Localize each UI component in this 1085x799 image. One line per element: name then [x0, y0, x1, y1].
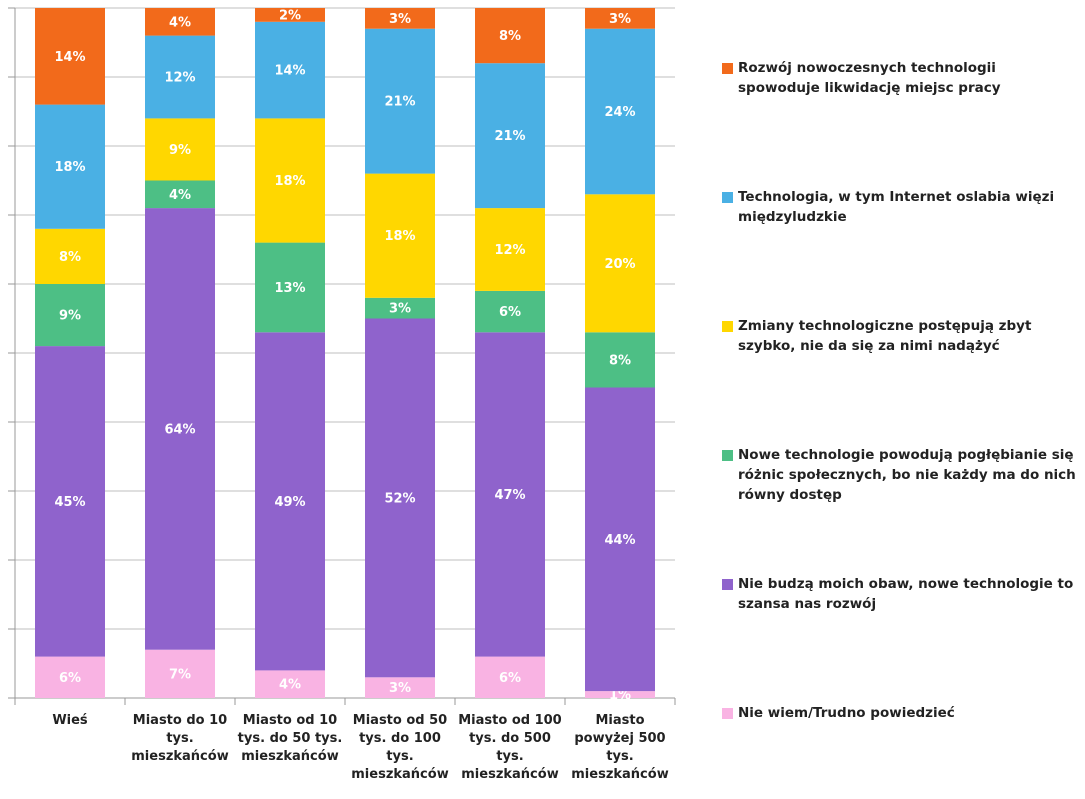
bar-segment	[35, 8, 105, 105]
value-label: 12%	[164, 71, 195, 86]
legend-label: Nowe technologie powodują pogłębianie si…	[738, 447, 1076, 503]
bar-segment	[365, 173, 435, 298]
bar-segment	[475, 656, 545, 698]
value-label: 6%	[59, 671, 81, 686]
bar-segment	[35, 656, 105, 698]
value-label: 47%	[494, 488, 525, 503]
legend-label: Technologia, w tym Internet oslabia więz…	[738, 189, 1055, 225]
x-tick-label: Miasto od 10 tys. do 50 tys. mieszkańców	[237, 713, 343, 764]
bar-segment	[35, 346, 105, 657]
value-label: 6%	[499, 305, 521, 320]
legend-item: Zmiany technologiczne postępują zbyt szy…	[722, 316, 1082, 356]
value-label: 3%	[389, 302, 411, 317]
value-label: 4%	[279, 678, 301, 693]
value-label: 6%	[499, 671, 521, 686]
bar-segment	[475, 332, 545, 657]
bar-segment	[145, 118, 215, 181]
bar-segment	[365, 318, 435, 678]
bar-segment	[145, 35, 215, 119]
bar-segment	[255, 670, 325, 698]
value-label: 13%	[274, 281, 305, 296]
x-tick-label: Wieś	[52, 713, 88, 728]
x-tick-label: Miasto powyżej 500 tys. mieszkańców	[571, 713, 669, 782]
value-label: 3%	[389, 681, 411, 696]
legend-item: Nowe technologie powodują pogłębianie si…	[722, 445, 1082, 505]
legend-swatch	[722, 321, 733, 332]
bar-segment	[145, 8, 215, 36]
value-label: 18%	[274, 174, 305, 189]
bar-segment	[365, 677, 435, 698]
value-label: 12%	[494, 243, 525, 258]
bar-segment	[365, 297, 435, 319]
value-label: 24%	[604, 105, 635, 120]
value-label: 4%	[169, 15, 191, 30]
legend-swatch	[722, 579, 733, 590]
value-label: 52%	[384, 491, 415, 506]
bar-segment	[585, 691, 655, 698]
legend-label: Nie budzą moich obaw, nowe technologie t…	[738, 576, 1074, 612]
value-label: 20%	[604, 257, 635, 272]
value-label: 4%	[169, 188, 191, 203]
bar-segment	[475, 290, 545, 333]
bar-segment	[145, 180, 215, 209]
bar-segment	[585, 28, 655, 195]
value-label: 9%	[169, 143, 191, 158]
bar-segment	[585, 387, 655, 692]
legend-swatch	[722, 708, 733, 719]
value-label: 14%	[54, 50, 85, 65]
value-label: 7%	[169, 667, 191, 682]
bar-segment	[255, 118, 325, 243]
bar-segment	[35, 104, 105, 229]
value-label: 1%	[609, 688, 631, 703]
bar-segment	[255, 332, 325, 671]
legend-item: Technologia, w tym Internet oslabia więz…	[722, 187, 1082, 227]
value-label: 8%	[59, 250, 81, 265]
x-tick-label: Miasto do 10 tys. mieszkańców	[131, 713, 229, 764]
value-label: 3%	[609, 12, 631, 27]
bar-segment	[475, 8, 545, 64]
value-label: 49%	[274, 495, 305, 510]
value-label: 8%	[499, 29, 521, 44]
bar-segment	[365, 8, 435, 29]
legend-swatch	[722, 63, 733, 74]
bar-segment	[35, 228, 105, 284]
value-label: 21%	[384, 95, 415, 110]
bar-segment	[255, 8, 325, 22]
value-label: 14%	[274, 64, 305, 79]
x-tick-label: Miasto od 100 tys. do 500 tys. mieszkańc…	[458, 713, 562, 782]
legend-label: Nie wiem/Trudno powiedzieć	[738, 705, 955, 721]
legend-item: Rozwój nowoczesnych technologii spowoduj…	[722, 58, 1082, 98]
value-label: 44%	[604, 533, 635, 548]
value-label: 2%	[279, 8, 301, 23]
bar-segment	[585, 194, 655, 333]
bar-segment	[35, 284, 105, 347]
legend-swatch	[722, 450, 733, 461]
bar-segment	[255, 21, 325, 119]
x-tick-label: Miasto od 50 tys. do 100 tys. mieszkańcó…	[351, 713, 449, 782]
legend-label: Rozwój nowoczesnych technologii spowoduj…	[738, 60, 1001, 96]
bar-segment	[145, 649, 215, 698]
bar-segment	[255, 242, 325, 333]
bar-segment	[365, 28, 435, 174]
bar-segment	[145, 208, 215, 650]
legend-item: Nie budzą moich obaw, nowe technologie t…	[722, 574, 1082, 614]
value-label: 18%	[54, 160, 85, 175]
legend-swatch	[722, 192, 733, 203]
value-label: 8%	[609, 353, 631, 368]
bar-segment	[475, 208, 545, 291]
value-label: 64%	[164, 422, 195, 437]
bar-segment	[475, 63, 545, 209]
legend-item: Nie wiem/Trudno powiedzieć	[722, 703, 1082, 723]
bar-segment	[585, 332, 655, 388]
bar-segment	[585, 8, 655, 29]
value-label: 9%	[59, 309, 81, 324]
value-label: 3%	[389, 12, 411, 27]
legend-label: Zmiany technologiczne postępują zbyt szy…	[738, 318, 1032, 354]
value-label: 21%	[494, 129, 525, 144]
value-label: 18%	[384, 229, 415, 244]
value-label: 45%	[54, 495, 85, 510]
